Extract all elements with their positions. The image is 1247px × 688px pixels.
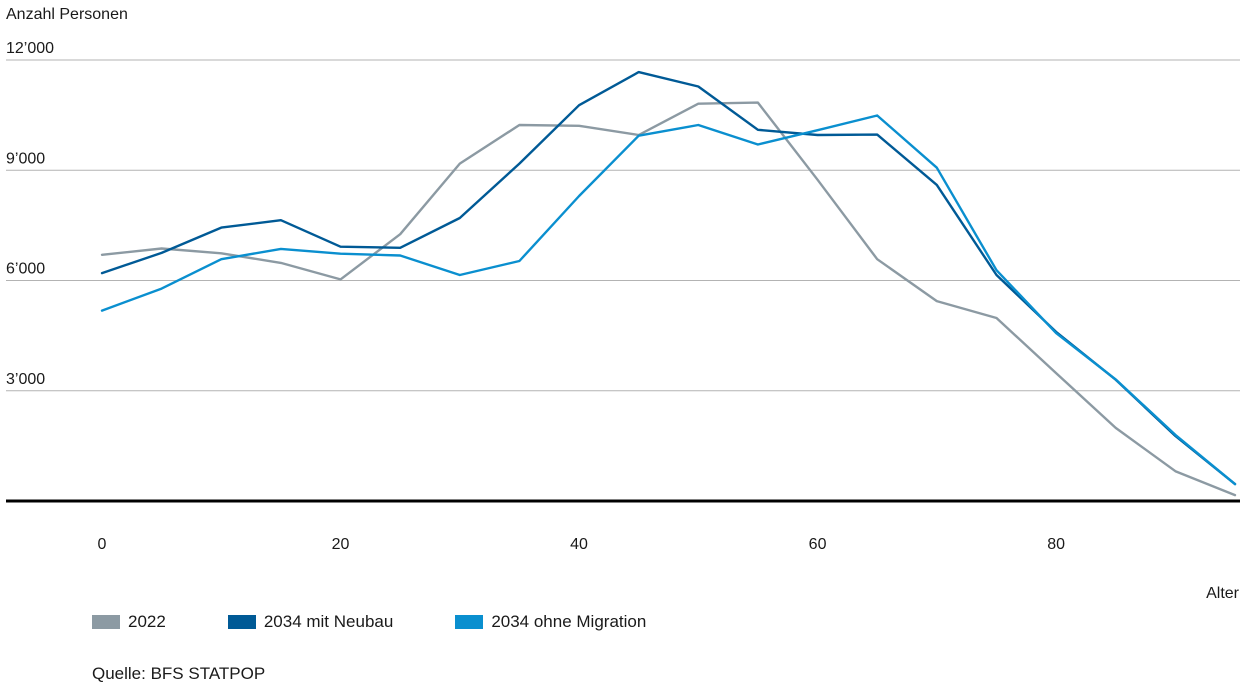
x-tick-label-0: 0	[98, 536, 107, 553]
y-axis-ticks: 3’000 6’000 9’000 12’000	[6, 40, 54, 388]
legend-label-2022: 2022	[128, 612, 166, 631]
y-tick-label-6000: 6’000	[6, 261, 45, 278]
y-tick-label-9000: 9’000	[6, 150, 45, 167]
x-tick-label-60: 60	[809, 536, 827, 553]
y-tick-label-12000: 12’000	[6, 40, 54, 57]
legend-swatch-2022	[92, 615, 120, 629]
series-lines	[100, 70, 1237, 497]
series-line-2034-mit-neubau	[100, 70, 1237, 486]
x-tick-label-40: 40	[570, 536, 588, 553]
legend-item-2034-mit-neubau: 2034 mit Neubau	[227, 612, 394, 632]
x-tick-label-20: 20	[332, 536, 350, 553]
series-line-2034-ohne-migration	[100, 114, 1237, 486]
source-note: Quelle: BFS STATPOP	[92, 664, 266, 683]
legend-label-2034-ohne-migration: 2034 ohne Migration	[491, 612, 647, 631]
legend-label-2034-mit-neubau: 2034 mit Neubau	[263, 612, 394, 631]
x-tick-label-80: 80	[1047, 536, 1065, 553]
series-line-2022	[100, 101, 1237, 497]
legend-item-2034-ohne-migration: 2034 ohne Migration	[455, 612, 646, 632]
legend: 2022 2034 mit Neubau 2034 ohne Migration	[92, 610, 708, 634]
x-axis-ticks: 0 20 40 60 80	[98, 536, 1066, 553]
legend-item-2022: 2022	[92, 612, 166, 632]
legend-swatch-2034-mit-neubau	[227, 615, 256, 629]
legend-swatch-2034-ohne-migration	[455, 615, 484, 629]
gridlines	[6, 59, 1240, 392]
y-tick-label-3000: 3’000	[6, 371, 45, 388]
y-axis-title: Anzahl Personen	[6, 6, 128, 23]
x-axis-title: Alter	[1206, 585, 1240, 602]
